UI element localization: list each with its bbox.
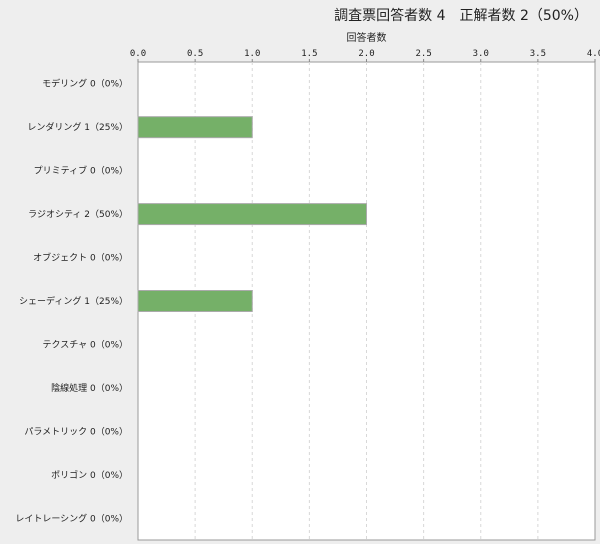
x-tick-label: 3.0 (473, 49, 489, 59)
category-label: ラジオシティ 2（50%） (28, 209, 128, 220)
x-tick-label: 2.5 (415, 49, 431, 59)
bar (137, 203, 367, 226)
category-label: 陰線処理 0（0%） (51, 382, 128, 394)
category-label: ポリゴン 0（0%） (51, 469, 128, 481)
category-label: パラメトリック 0（0%） (24, 426, 128, 437)
category-label: オブジェクト 0（0%） (33, 252, 128, 264)
x-tick-label: 1.0 (244, 49, 260, 59)
x-tick-label: 2.0 (358, 49, 374, 59)
chart-title: 調査票回答者数 4 正解者数 2（50%） (334, 8, 588, 24)
x-tick-label: 1.5 (301, 49, 317, 59)
x-tick-label: 0.0 (130, 49, 146, 59)
x-tick-label: 4.0 (587, 49, 600, 59)
x-tick-label: 3.5 (530, 49, 546, 59)
x-tick-label: 0.5 (187, 49, 203, 59)
category-label: テクスチャ 0（0%） (42, 339, 128, 350)
bar (137, 290, 253, 312)
category-label: レイトレーシング 0（0%） (15, 512, 128, 524)
category-label: レンダリング 1（25%） (27, 121, 128, 133)
x-axis-label: 回答者数 (347, 31, 387, 44)
category-label: シェーディング 1（25%） (19, 295, 128, 307)
bar (137, 116, 253, 139)
category-label: プリミティブ 0（0%） (34, 165, 128, 177)
category-label: モデリング 0（0%） (42, 78, 128, 90)
